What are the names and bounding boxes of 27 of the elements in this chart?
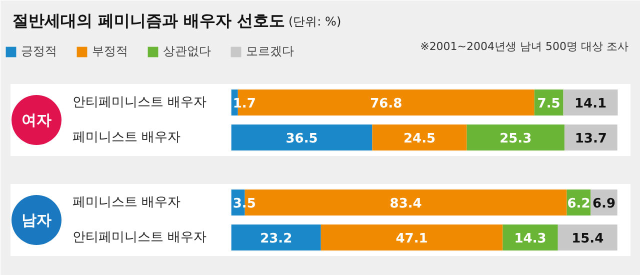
text: 남자 bbox=[22, 211, 52, 229]
data-label: 6.2 bbox=[567, 196, 590, 212]
chart-subtitle: (단위: %) bbox=[288, 14, 342, 28]
data-label: 7.5 bbox=[537, 96, 560, 112]
y-tick-label: 안티페미니스트 배우자 bbox=[72, 95, 207, 110]
data-label: 36.5 bbox=[286, 132, 318, 146]
data-label: 14.3 bbox=[514, 232, 546, 246]
data-label: 6.9 bbox=[592, 196, 616, 212]
text: 여자 bbox=[22, 111, 52, 129]
legend-label: 모르겠다 bbox=[246, 43, 294, 60]
data-label: 25.3 bbox=[500, 132, 532, 146]
legend-label: 상관없다 bbox=[163, 43, 211, 60]
legend-label: 부정적 bbox=[92, 43, 128, 60]
text: ※2001~2004년생 남녀 500명 대상 조사 bbox=[420, 40, 628, 53]
data-label: 76.8 bbox=[370, 96, 402, 112]
y-tick-label: 페미니스트 배우자 bbox=[72, 195, 181, 210]
legend-label: 긍정적 bbox=[21, 43, 57, 60]
data-label: 13.7 bbox=[574, 132, 607, 146]
chart-title: 절반세대의 페미니즘과 배우자 선호도 bbox=[12, 11, 286, 30]
data-label: 15.4 bbox=[572, 232, 604, 246]
data-label: 23.2 bbox=[260, 232, 292, 246]
y-tick-label: 안티페미니스트 배우자 bbox=[72, 230, 207, 245]
data-label: 14.1 bbox=[574, 96, 607, 112]
data-label: 47.1 bbox=[396, 232, 428, 246]
data-label: 24.5 bbox=[403, 132, 436, 146]
y-tick-label: 페미니스트 배우자 bbox=[72, 130, 181, 145]
data-label: 83.4 bbox=[390, 196, 422, 212]
